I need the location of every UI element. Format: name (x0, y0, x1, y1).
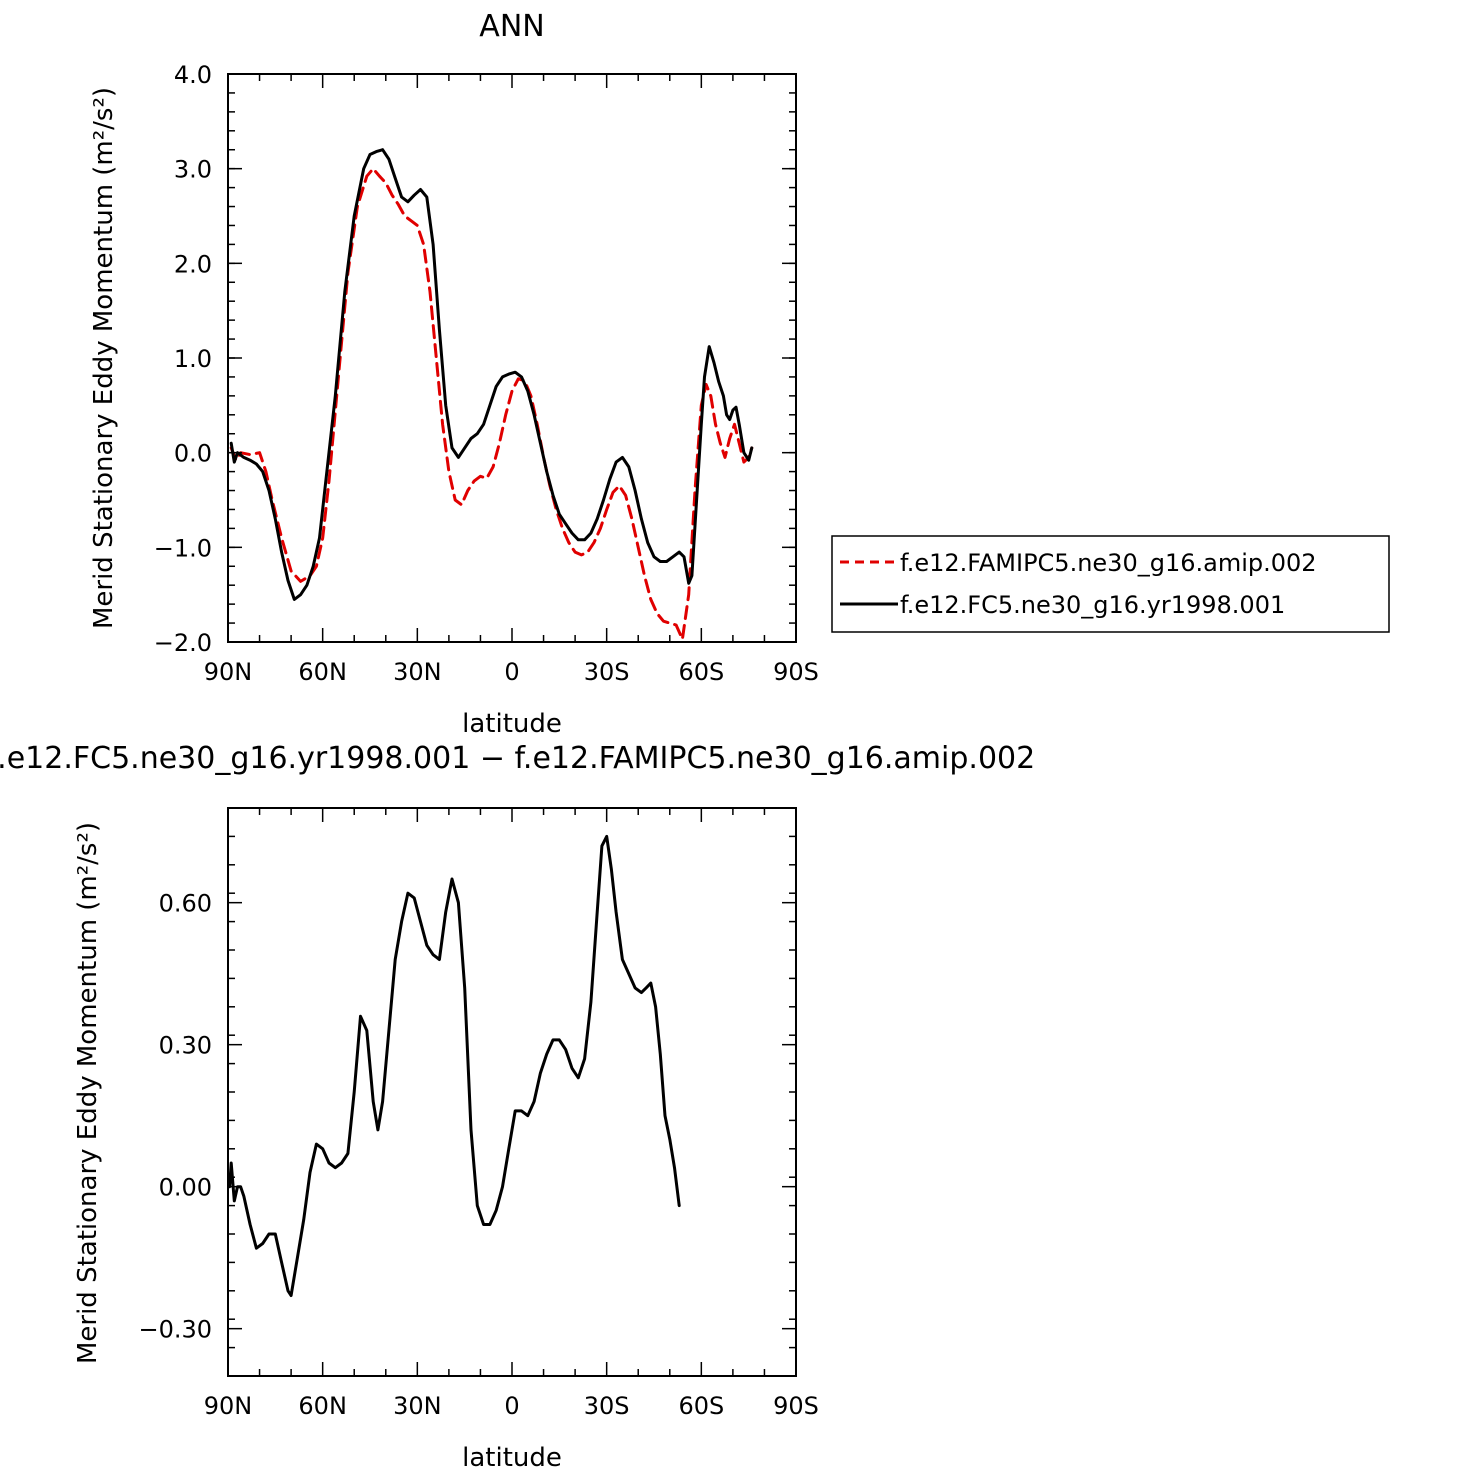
series-line-0 (228, 834, 681, 1297)
top-panel: ANN 90N 60N 30N 0 30S 60S 90S −2.0 −1.0 0.0 1.0 2.0… (89, 9, 1390, 739)
legend-label-amip: f.e12.FAMIPC5.ne30_g16.amip.002 (900, 549, 1317, 577)
y-tick-label: 1.0 (174, 345, 212, 373)
series-line-0 (229, 167, 754, 641)
x-axis-label: latitude (462, 1443, 562, 1473)
chart-title: ANN (479, 9, 544, 44)
legend: f.e12.FAMIPC5.ne30_g16.amip.002 f.e12.FC… (831, 535, 1390, 633)
y-tick-label: 2.0 (174, 250, 212, 278)
series-line-1 (229, 148, 754, 601)
y-tick-label: 0.30 (159, 1032, 212, 1060)
y-tick-label: −0.30 (138, 1316, 212, 1344)
difference-chart-title: f.e12.FC5.ne30_g16.yr1998.001 − f.e12.FA… (0, 741, 1035, 776)
y-tick-label: −2.0 (154, 629, 212, 657)
x-tick-label: 90N (204, 1392, 253, 1420)
x-tick-label: 0 (504, 658, 519, 686)
x-tick-label: 0 (504, 1392, 519, 1420)
y-axis-label: Merid Stationary Eddy Momentum (m²/s²) (73, 822, 103, 1364)
y-tick-label: 0.60 (159, 890, 212, 918)
x-tick-label: 90S (773, 658, 819, 686)
x-tick-label: 30N (393, 1392, 442, 1420)
plot-frame (227, 73, 797, 643)
x-tick-label: 30N (393, 658, 442, 686)
y-tick-label: 0.00 (159, 1174, 212, 1202)
x-tick-label: 30S (584, 1392, 630, 1420)
y-tick-label: 3.0 (174, 156, 212, 184)
y-tick-label: 0.0 (174, 440, 212, 468)
x-tick-label: 30S (584, 658, 630, 686)
legend-label-yr1998: f.e12.FC5.ne30_g16.yr1998.001 (900, 591, 1285, 619)
x-tick-label: 60S (678, 658, 724, 686)
x-tick-label: 60N (298, 1392, 347, 1420)
x-tick-label: 90S (773, 1392, 819, 1420)
x-tick-label: 60N (298, 658, 347, 686)
bottom-panel: f.e12.FC5.ne30_g16.yr1998.001 − f.e12.FA… (0, 741, 1035, 1473)
y-tick-label: −1.0 (154, 534, 212, 562)
x-axis-label: latitude (462, 709, 562, 739)
x-tick-label: 60S (678, 1392, 724, 1420)
y-axis-label: Merid Stationary Eddy Momentum (m²/s²) (89, 87, 119, 629)
y-tick-label: 4.0 (174, 61, 212, 89)
plot-frame (227, 807, 797, 1377)
legend-box (831, 535, 1390, 633)
x-tick-label: 90N (204, 658, 253, 686)
